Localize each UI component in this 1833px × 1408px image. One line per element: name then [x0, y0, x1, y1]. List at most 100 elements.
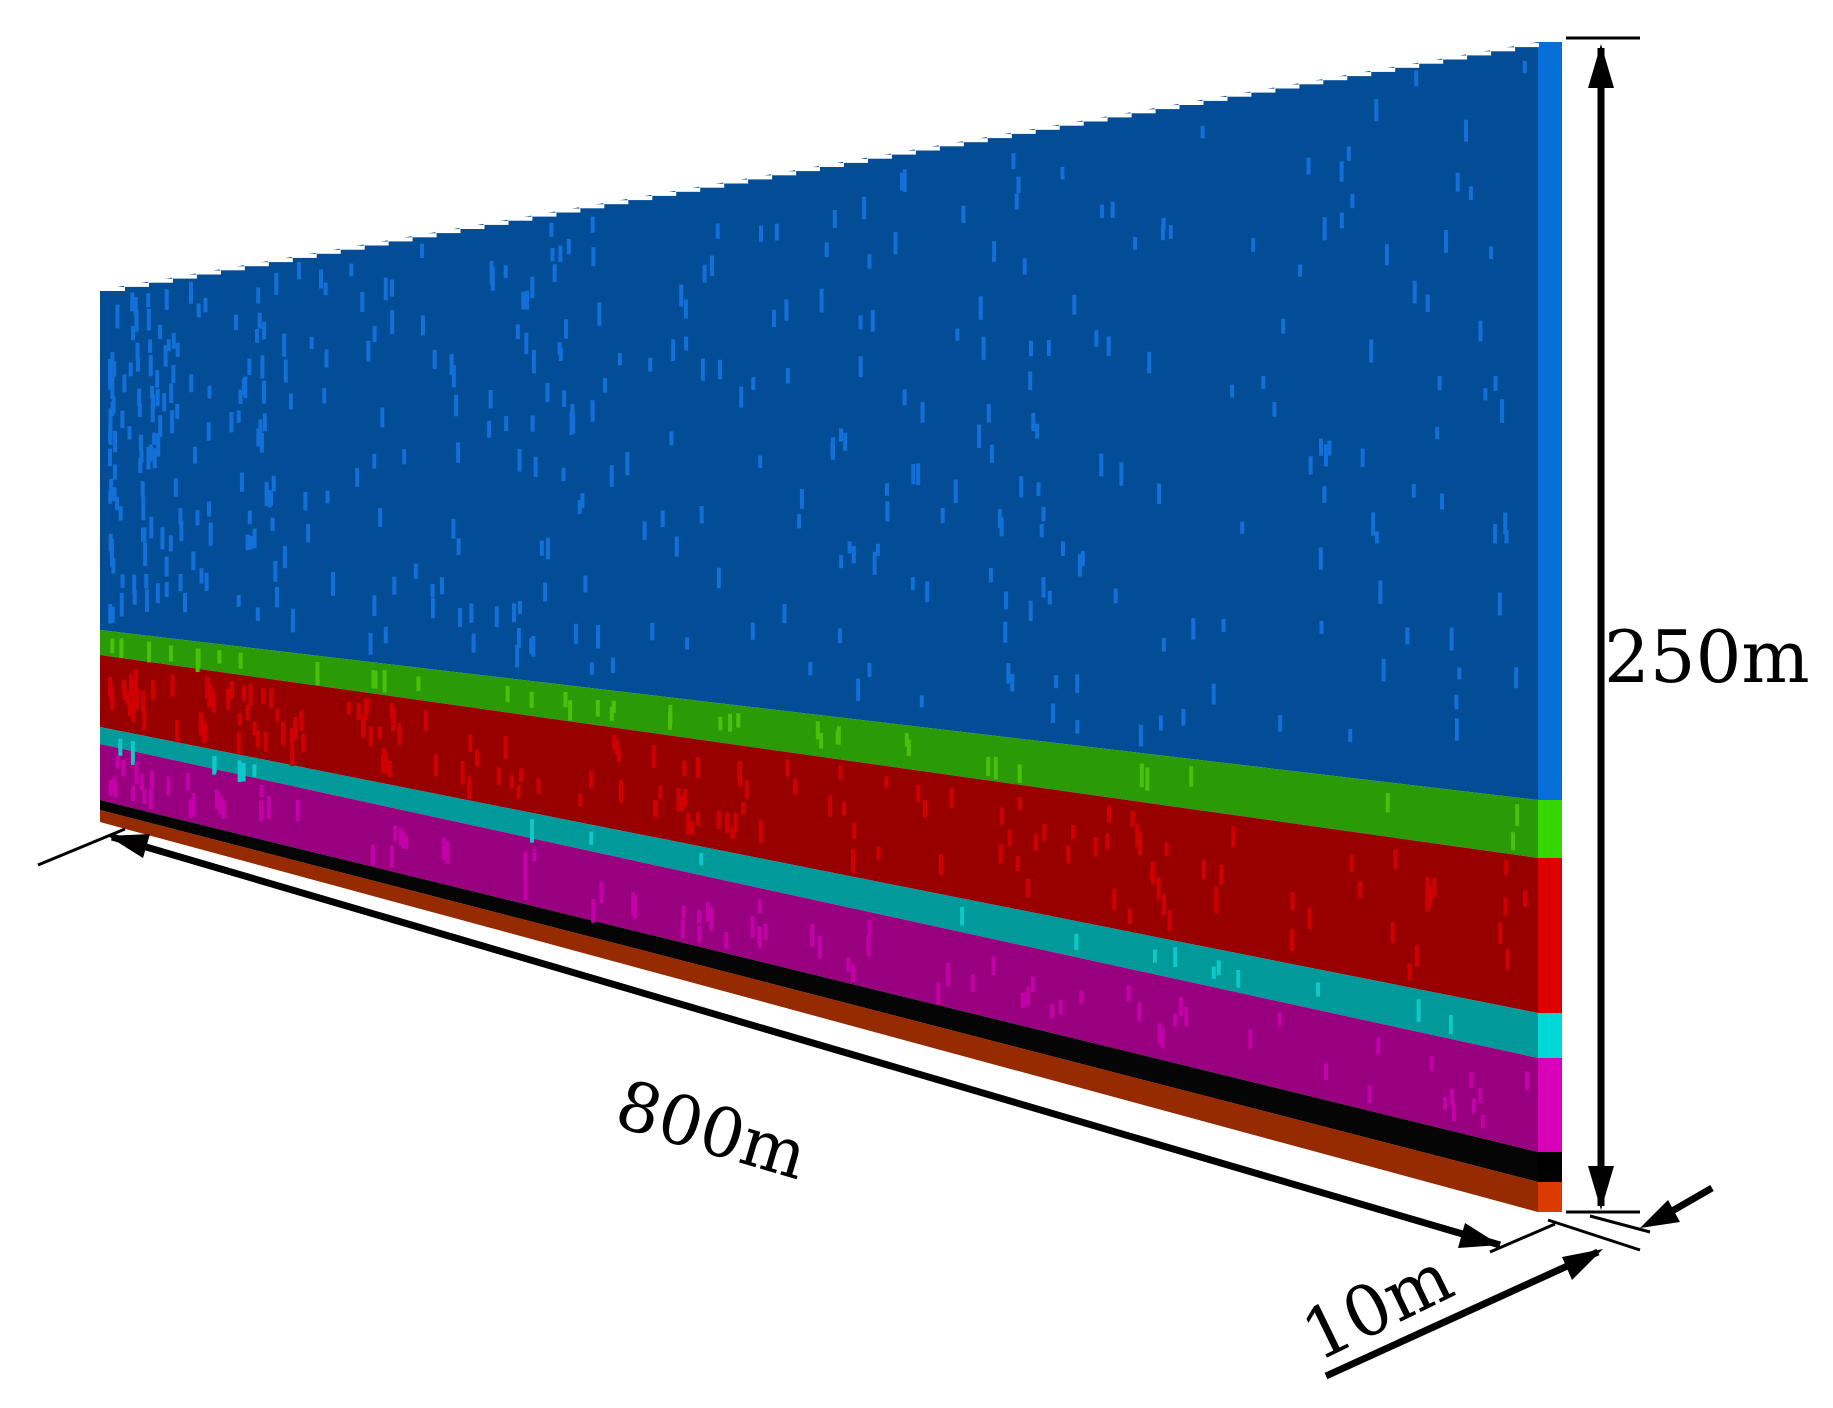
mesh-step — [1514, 43, 1539, 48]
mesh-speck — [191, 793, 196, 817]
mesh-step — [483, 220, 509, 225]
mesh-speck — [1504, 529, 1509, 544]
mesh-speck — [241, 686, 246, 701]
mesh-speck — [1017, 796, 1022, 811]
mesh-speck — [671, 339, 676, 361]
mesh-speck — [270, 517, 275, 532]
mesh-speck — [138, 434, 143, 452]
mesh-speck — [199, 568, 204, 584]
mesh-step — [579, 204, 605, 209]
mesh-speck — [1058, 999, 1063, 1015]
mesh-speck — [1041, 577, 1046, 598]
mesh-speck — [1161, 217, 1166, 231]
mesh-speck — [856, 678, 861, 701]
mesh-speck — [839, 554, 844, 569]
mesh-speck — [142, 527, 147, 543]
mesh-speck — [257, 312, 262, 329]
mesh-speck — [397, 723, 402, 745]
mesh-speck — [1201, 860, 1206, 880]
mesh-speck — [245, 534, 250, 551]
layer-4-side-face — [1538, 1013, 1562, 1058]
mesh-speck — [133, 668, 138, 693]
mesh-speck — [1514, 667, 1519, 689]
mesh-step — [890, 150, 916, 155]
mesh-speck — [1033, 834, 1038, 851]
mesh-speck — [518, 600, 522, 615]
mesh-speck — [164, 556, 169, 577]
mesh-speck — [179, 520, 184, 541]
mesh-step — [914, 146, 940, 151]
mesh-speck — [155, 583, 160, 604]
mesh-speck — [1464, 119, 1468, 142]
mesh-speck — [1525, 1071, 1529, 1090]
mesh-speck — [128, 674, 133, 697]
mesh-speck — [1457, 667, 1462, 680]
mesh-speck — [349, 263, 354, 277]
mesh-speck — [686, 812, 691, 835]
mesh-speck — [171, 365, 176, 384]
mesh-step — [243, 262, 269, 267]
mesh-speck — [109, 478, 114, 501]
mesh-speck — [589, 831, 594, 845]
mesh-speck — [148, 789, 153, 810]
mesh-speck — [186, 772, 191, 791]
mesh-speck — [372, 326, 377, 343]
mesh-speck — [166, 339, 171, 352]
mesh-speck — [817, 935, 822, 958]
mesh-speck — [509, 775, 514, 788]
mesh-step — [1250, 88, 1276, 93]
mesh-speck — [108, 427, 113, 443]
mesh-speck — [382, 670, 387, 693]
mesh-speck — [1035, 423, 1040, 439]
mesh-speck — [384, 752, 389, 774]
mesh-speck — [380, 407, 385, 428]
mesh-speck — [203, 297, 208, 313]
mesh-speck — [1047, 590, 1052, 605]
mesh-speck — [938, 854, 943, 876]
mesh-step — [771, 171, 797, 176]
mesh-speck — [1369, 339, 1374, 363]
mesh-step — [1274, 84, 1300, 89]
mesh-speck — [1074, 933, 1079, 951]
mesh-speck — [1007, 829, 1012, 847]
length-dimension-line — [111, 833, 1501, 1249]
mesh-speck — [149, 516, 154, 539]
mesh-speck — [1072, 294, 1077, 315]
mesh-speck — [758, 455, 763, 469]
mesh-speck — [669, 431, 674, 446]
mesh-speck — [1021, 992, 1026, 1008]
mesh-speck — [169, 383, 174, 403]
mesh-speck — [299, 711, 304, 731]
mesh-speck — [1346, 146, 1351, 161]
mesh-speck — [1153, 949, 1157, 963]
mesh-speck — [1480, 1114, 1485, 1129]
mesh-speck — [131, 681, 136, 699]
layer-4-front-face — [100, 727, 1538, 1058]
mesh-speck — [700, 358, 705, 381]
mesh-step — [938, 142, 964, 147]
mesh-speck — [110, 402, 115, 416]
mesh-speck — [430, 597, 435, 619]
mesh-speck — [851, 546, 856, 564]
mesh-speck — [516, 628, 521, 648]
mesh-step — [435, 229, 461, 234]
length-label: 800m — [607, 1066, 816, 1197]
mesh-speck — [259, 432, 264, 453]
mesh-speck — [260, 355, 265, 379]
mesh-speck — [1322, 486, 1327, 503]
mesh-speck — [112, 487, 117, 501]
mesh-speck — [108, 366, 113, 390]
mesh-speck — [1150, 866, 1155, 881]
mesh-speck — [1407, 963, 1412, 981]
mesh-speck — [595, 700, 600, 717]
mesh-speck — [229, 412, 234, 433]
mesh-speck — [1093, 836, 1098, 857]
mesh-speck — [1191, 618, 1196, 640]
mesh-speck — [1211, 683, 1216, 705]
mesh-speck — [1390, 922, 1395, 944]
mesh-speck — [609, 706, 614, 721]
mesh-speck — [247, 358, 252, 375]
mesh-speck — [1168, 225, 1173, 239]
mesh-speck — [1164, 842, 1169, 856]
mesh-speck — [531, 349, 536, 374]
